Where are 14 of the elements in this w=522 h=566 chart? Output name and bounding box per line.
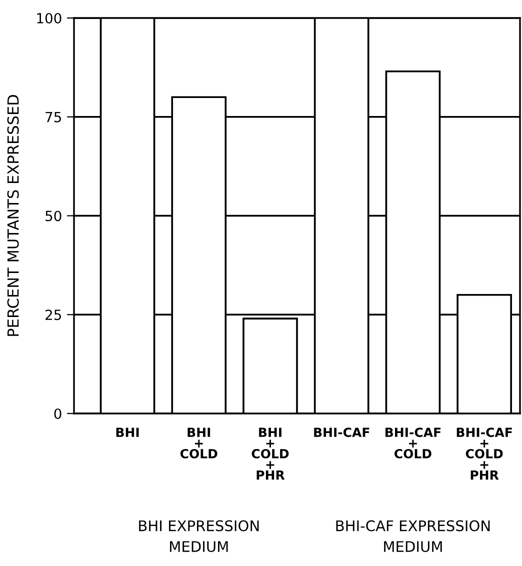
y-tick-label: 75 [46, 112, 61, 122]
y-axis-title: PERCENT MUTANTS EXPRESSED [7, 94, 19, 336]
y-tick-label: 0 [54, 408, 62, 419]
x-tick-label: BHI [116, 428, 139, 437]
y-tick-label: 25 [46, 310, 61, 320]
x-tick-label: BHI-CAF + COLD [386, 428, 441, 458]
text: BHI EXPRESSION MEDIUM [139, 520, 259, 552]
x-tick-label: BHI-CAF [314, 428, 370, 438]
x-tick-label: BHI + COLD + PHR [252, 428, 289, 480]
x-tick-label: BHI + COLD [180, 428, 218, 458]
y-tick-label: 100 [37, 12, 62, 24]
y-tick-label: 50 [46, 210, 62, 222]
text: BHI-CAF EXPRESSION MEDIUM [336, 520, 490, 552]
x-tick-label: BHI-CAF + COLD + PHR [456, 428, 512, 480]
